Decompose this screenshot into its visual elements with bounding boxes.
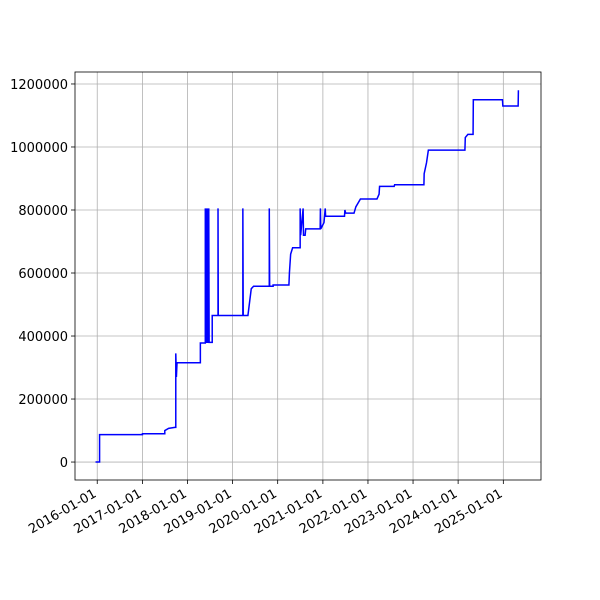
y-tick-label: 0 [60,456,68,471]
y-tick-label: 800000 [18,204,68,219]
y-tick-label: 600000 [18,267,68,282]
data-line [95,90,520,463]
y-tick-label: 400000 [18,330,68,345]
y-tick-label: 1000000 [10,141,68,156]
plot-frame [74,71,542,481]
y-tick-label: 200000 [18,393,68,408]
y-tick-label: 1200000 [10,78,68,93]
